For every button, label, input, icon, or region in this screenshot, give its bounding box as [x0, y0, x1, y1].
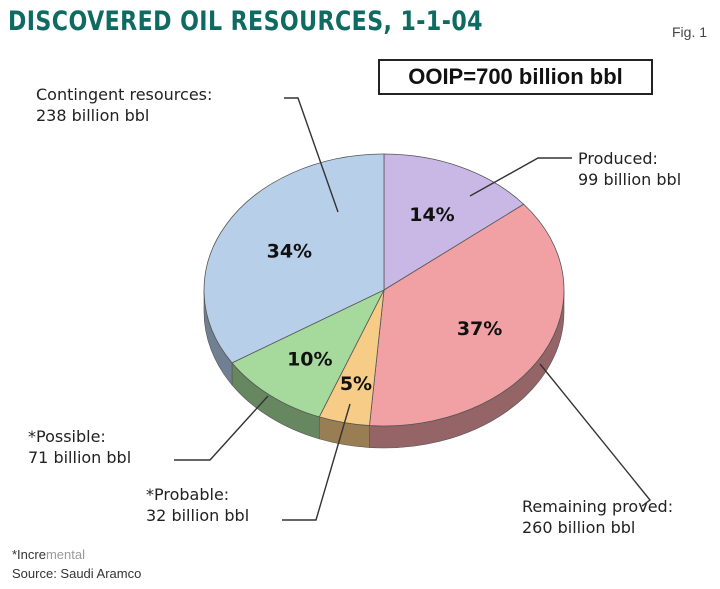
slice-value-label-4: 238 billion bbl — [36, 106, 149, 125]
pie-slice-3 — [231, 289, 385, 418]
footnote-lead: *Incre — [12, 547, 46, 562]
leader-line-2 — [282, 403, 351, 521]
slice-percent-label-2: 5% — [340, 373, 372, 395]
pie-slice-0 — [383, 153, 525, 291]
slice-name-label-4: Contingent resources: — [36, 85, 212, 104]
slice-percent-label-0: 14% — [409, 204, 454, 226]
slice-name-label-3: *Possible: — [28, 427, 106, 446]
leader-line-0 — [469, 157, 572, 197]
slice-percent-label-4: 34% — [267, 241, 312, 263]
footnote-rest: mental — [45, 547, 85, 562]
slice-value-label-2: 32 billion bbl — [146, 506, 249, 525]
slice-name-label-1: Remaining proved: — [522, 497, 673, 516]
leader-line-1 — [539, 363, 652, 507]
slice-name-label-2: *Probable: — [146, 485, 229, 504]
figure-number: Fig. 1 — [672, 24, 708, 40]
leader-line-3 — [174, 395, 269, 461]
leader-line-4 — [284, 97, 339, 213]
source-note: Source: Saudi Aramco — [12, 566, 142, 581]
pie-slice-4 — [203, 153, 385, 364]
pie-slice-1 — [369, 203, 565, 427]
slice-percent-label-3: 10% — [287, 348, 332, 370]
slice-percent-label-1: 37% — [457, 318, 502, 340]
footnote: *Incremental — [12, 547, 85, 562]
ooip-total-box: OOIP=700 billion bbl — [378, 59, 653, 95]
slice-value-label-3: 71 billion bbl — [28, 448, 131, 467]
slice-value-label-0: 99 billion bbl — [578, 170, 681, 189]
slice-value-label-1: 260 billion bbl — [522, 518, 635, 537]
chart-title: DISCOVERED OIL RESOURCES, 1-1-04 — [8, 6, 483, 37]
slice-name-label-0: Produced: — [578, 149, 658, 168]
